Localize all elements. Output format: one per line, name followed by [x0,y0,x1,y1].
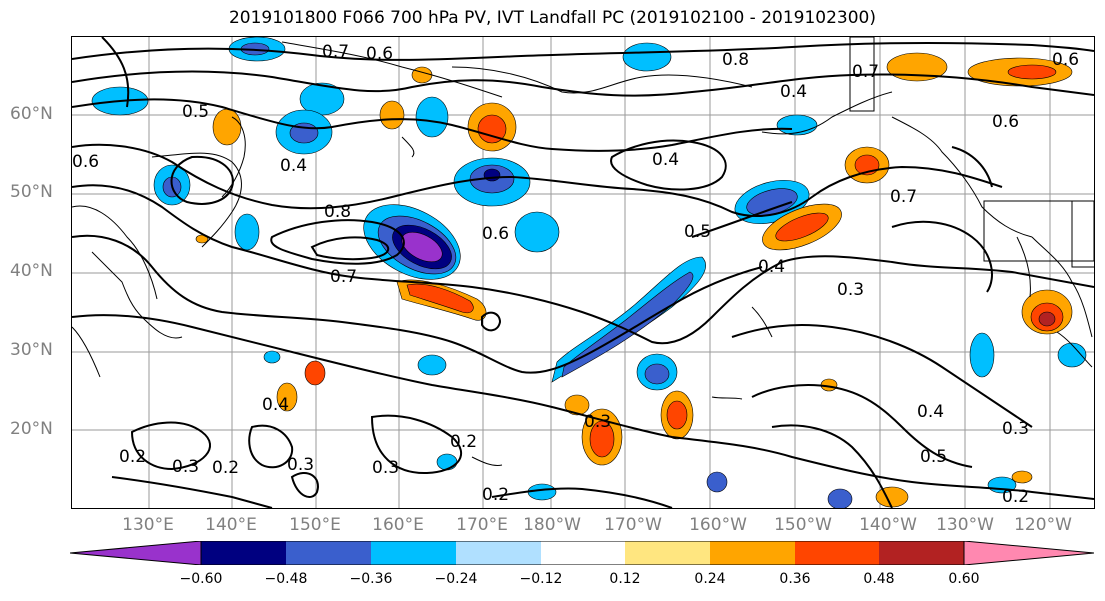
contour-label: 0.6 [482,224,509,244]
lat-label-30n: 30°N [10,340,53,360]
map-panel: 0.7 0.6 0.8 0.5 0.6 0.6 0.4 0.8 0.7 0.5 … [71,36,1095,509]
lat-label-40n: 40°N [10,261,53,281]
colorbar-tick-label: −0.60 [179,571,223,587]
colorbar-bin [286,541,371,565]
contour-label: 0.8 [324,202,351,222]
contour-label: 0.2 [119,447,146,467]
colorbar-bin [371,541,456,565]
lon-label: 160°E [372,515,424,535]
lon-label: 180°W [523,515,581,535]
colorbar-bin [625,541,710,565]
lon-label: 120°W [1014,515,1072,535]
colorbar-tick-label: 0.24 [694,571,726,587]
contour-label: 0.5 [920,447,947,467]
lat-label-50n: 50°N [10,182,53,202]
colorbar-tick-label: 0.36 [779,571,811,587]
colorbar-tick-label: 0.12 [609,571,641,587]
lon-label: 140°E [205,515,257,535]
contour-label: 0.2 [450,432,477,452]
lon-label: 170°W [604,515,662,535]
lon-label: 150°E [289,515,341,535]
colorbar-tick-label: −0.36 [349,571,393,587]
contour-label: 0.3 [837,280,864,300]
contour-label: 0.7 [322,42,349,62]
contour-label: 0.4 [758,257,785,277]
contour-label: 0.7 [890,187,917,207]
lon-label: 160°W [689,515,747,535]
map-canvas: 0.7 0.6 0.8 0.5 0.6 0.6 0.4 0.8 0.7 0.5 … [72,37,1094,508]
contour-label: 0.8 [722,50,749,70]
contour-label: 0.4 [262,395,289,415]
contour-label: 0.2 [212,458,239,478]
colorbar-extend-high [963,541,1094,565]
colorbar-tick-label: 0.60 [948,571,980,587]
lat-label-20n: 20°N [10,419,53,439]
contour-label: 0.3 [287,455,314,475]
lat-label-60n: 60°N [10,104,53,124]
colorbar-bin [201,541,286,565]
colorbar-extend-low [70,541,202,565]
contour-label: 0.2 [482,485,509,505]
contour-labels: 0.7 0.6 0.8 0.5 0.6 0.6 0.4 0.8 0.7 0.5 … [72,42,1079,507]
contour-label: 0.2 [1002,487,1029,507]
lon-label: 140°W [859,515,917,535]
contour-label: 0.3 [372,458,399,478]
contour-label: 0.5 [684,222,711,242]
contour-label: 0.3 [172,457,199,477]
contour-label: 0.7 [330,267,357,287]
contour-label: 0.4 [780,82,807,102]
contour-label: 0.6 [1052,50,1079,70]
contour-label: 0.7 [852,62,879,82]
colorbar-bin [879,541,964,565]
contour-label: 0.3 [1002,419,1029,439]
colorbar-tick-label: −0.12 [519,571,563,587]
contour-label: 0.6 [72,152,99,172]
colorbar-tick-label: 0.48 [863,571,895,587]
contour-label: 0.6 [992,112,1019,132]
lon-label: 170°E [456,515,508,535]
lon-label: 150°W [774,515,832,535]
map-title: 2019101800 F066 700 hPa PV, IVT Landfall… [228,8,876,28]
contour-label: 0.6 [366,44,393,64]
lon-label: 130°E [122,515,174,535]
colorbar-tick-label: −0.48 [264,571,308,587]
contour-label: 0.4 [917,402,944,422]
colorbar-bin [541,541,625,565]
colorbar-bin [456,541,541,565]
colorbar-bin [795,541,879,565]
contour-label: 0.3 [584,412,611,432]
colorbar-tick-label: −0.24 [434,571,478,587]
contour-label: 0.5 [182,102,209,122]
contour-label: 0.4 [652,150,679,170]
colorbar-bin [710,541,795,565]
pv-contours [72,37,1094,508]
contour-label: 0.4 [280,156,307,176]
lon-label: 130°W [936,515,994,535]
colorbar [70,541,1094,565]
